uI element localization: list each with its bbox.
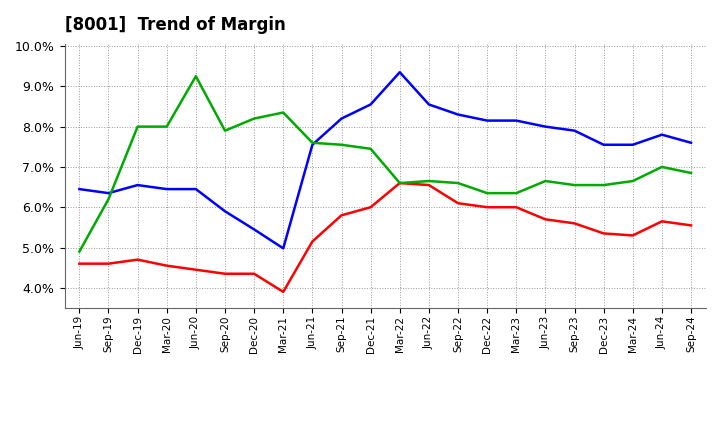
Net Income bbox=[220, 271, 229, 276]
Ordinary Income bbox=[308, 142, 317, 147]
Operating Cashflow bbox=[75, 249, 84, 254]
Ordinary Income bbox=[512, 118, 521, 123]
Ordinary Income bbox=[629, 142, 637, 147]
Net Income bbox=[541, 216, 550, 222]
Operating Cashflow bbox=[337, 142, 346, 147]
Net Income bbox=[512, 205, 521, 210]
Operating Cashflow bbox=[629, 178, 637, 183]
Ordinary Income bbox=[599, 142, 608, 147]
Net Income bbox=[366, 205, 375, 210]
Ordinary Income bbox=[220, 209, 229, 214]
Net Income bbox=[75, 261, 84, 266]
Operating Cashflow bbox=[366, 146, 375, 151]
Ordinary Income bbox=[133, 183, 142, 188]
Operating Cashflow bbox=[279, 110, 287, 115]
Line: Ordinary Income: Ordinary Income bbox=[79, 72, 691, 248]
Net Income bbox=[483, 205, 492, 210]
Ordinary Income bbox=[570, 128, 579, 133]
Net Income bbox=[250, 271, 258, 276]
Net Income bbox=[599, 231, 608, 236]
Ordinary Income bbox=[395, 70, 404, 75]
Ordinary Income bbox=[687, 140, 696, 145]
Net Income bbox=[279, 289, 287, 294]
Net Income bbox=[687, 223, 696, 228]
Operating Cashflow bbox=[220, 128, 229, 133]
Operating Cashflow bbox=[599, 183, 608, 188]
Operating Cashflow bbox=[250, 116, 258, 121]
Net Income bbox=[657, 219, 666, 224]
Net Income bbox=[104, 261, 113, 266]
Ordinary Income bbox=[250, 227, 258, 232]
Net Income bbox=[454, 201, 462, 206]
Operating Cashflow bbox=[657, 164, 666, 169]
Ordinary Income bbox=[425, 102, 433, 107]
Ordinary Income bbox=[483, 118, 492, 123]
Ordinary Income bbox=[454, 112, 462, 117]
Net Income bbox=[163, 263, 171, 268]
Operating Cashflow bbox=[570, 183, 579, 188]
Operating Cashflow bbox=[395, 180, 404, 186]
Net Income bbox=[570, 221, 579, 226]
Text: [8001]  Trend of Margin: [8001] Trend of Margin bbox=[65, 16, 286, 34]
Net Income bbox=[629, 233, 637, 238]
Net Income bbox=[425, 183, 433, 188]
Operating Cashflow bbox=[687, 170, 696, 176]
Operating Cashflow bbox=[192, 73, 200, 79]
Operating Cashflow bbox=[425, 178, 433, 183]
Ordinary Income bbox=[163, 187, 171, 192]
Operating Cashflow bbox=[104, 197, 113, 202]
Operating Cashflow bbox=[308, 140, 317, 145]
Net Income bbox=[192, 267, 200, 272]
Operating Cashflow bbox=[133, 124, 142, 129]
Operating Cashflow bbox=[163, 124, 171, 129]
Ordinary Income bbox=[541, 124, 550, 129]
Ordinary Income bbox=[337, 116, 346, 121]
Ordinary Income bbox=[366, 102, 375, 107]
Operating Cashflow bbox=[541, 178, 550, 183]
Net Income bbox=[133, 257, 142, 262]
Ordinary Income bbox=[104, 191, 113, 196]
Operating Cashflow bbox=[483, 191, 492, 196]
Net Income bbox=[395, 180, 404, 186]
Ordinary Income bbox=[279, 246, 287, 251]
Ordinary Income bbox=[657, 132, 666, 137]
Net Income bbox=[337, 213, 346, 218]
Ordinary Income bbox=[75, 187, 84, 192]
Line: Operating Cashflow: Operating Cashflow bbox=[79, 76, 691, 252]
Net Income bbox=[308, 239, 317, 244]
Operating Cashflow bbox=[454, 180, 462, 186]
Operating Cashflow bbox=[512, 191, 521, 196]
Line: Net Income: Net Income bbox=[79, 183, 691, 292]
Ordinary Income bbox=[192, 187, 200, 192]
